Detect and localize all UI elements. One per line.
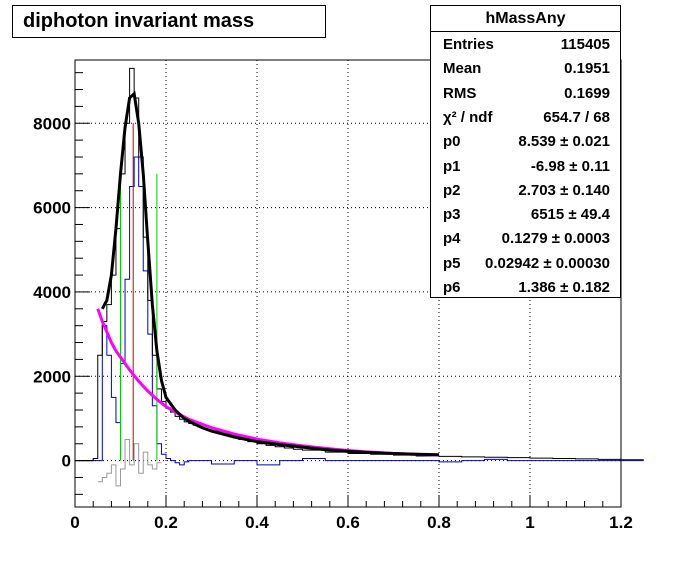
stats-row: p6 1.386 ± 0.182	[431, 276, 620, 300]
stats-value: 1.386 ± 0.182	[518, 279, 610, 296]
axes: 0 0.2 0.4 0.6 0.8 1 1.2 0 2000 4000 6000 8000	[33, 72, 633, 532]
stats-row: p2 2.703 ± 0.140	[431, 179, 620, 203]
stats-value: 0.02942 ± 0.00030	[484, 254, 610, 272]
stats-row: p1 -6.98 ± 0.11	[431, 155, 620, 179]
stats-row: χ² / ndf 654.7 / 68	[431, 106, 620, 130]
residual-histogram	[97, 439, 162, 487]
y-tick-label: 2000	[33, 367, 71, 386]
stats-row: p0 8.539 ± 0.021	[431, 130, 620, 154]
y-tick-label: 8000	[33, 114, 71, 133]
stats-row: p3 6515 ± 49.4	[431, 203, 620, 227]
x-tick-label: 0.6	[336, 513, 360, 532]
y-tick-label: 4000	[33, 283, 71, 302]
stats-row: RMS 0.1699	[431, 82, 620, 106]
x-tick-label: 1	[525, 513, 534, 532]
stats-box: hMassAny Entries 115405 Mean 0.1951 RMS 0.169…	[430, 5, 621, 298]
stats-label: Mean	[443, 60, 482, 78]
stats-value: 2.703 ± 0.140	[518, 181, 610, 199]
y-tick-label: 0	[62, 452, 71, 471]
stats-title: hMassAny	[431, 6, 620, 32]
x-tick-label: 0	[70, 513, 79, 532]
stats-label: p0	[443, 133, 461, 151]
stats-label: p5	[443, 254, 461, 272]
stats-value: 115405	[560, 36, 610, 53]
plot-series	[75, 67, 644, 487]
x-tick-label: 0.8	[427, 513, 451, 532]
stats-row: Entries 115405	[431, 33, 620, 57]
stats-label: χ² / ndf	[443, 108, 493, 126]
x-tick-label: 1.2	[609, 513, 633, 532]
stats-label: p3	[443, 206, 461, 224]
stats-row: p5 0.02942 ± 0.00030	[431, 252, 620, 276]
stats-value: 0.1699	[564, 84, 610, 102]
x-tick-label: 0.2	[154, 513, 178, 532]
stats-row: Mean 0.1951	[431, 57, 620, 81]
stats-label: p1	[443, 157, 461, 175]
x-tick-label: 0.4	[245, 513, 269, 532]
total-fit-curve	[100, 90, 440, 457]
stats-label: RMS	[443, 84, 477, 102]
stats-value: 0.1951	[564, 60, 610, 78]
chart-title: diphoton invariant mass	[12, 5, 326, 38]
stats-value: -6.98 ± 0.11	[530, 157, 610, 175]
stats-label: p4	[443, 230, 461, 248]
stats-value: 0.1279 ± 0.0003	[501, 230, 610, 248]
stats-value: 8.539 ± 0.021	[518, 133, 610, 151]
stats-label: Entries	[443, 36, 494, 53]
stats-row: p4 0.1279 ± 0.0003	[431, 227, 620, 251]
stats-label: p6	[443, 279, 461, 296]
y-tick-label: 6000	[33, 199, 71, 218]
stats-label: p2	[443, 181, 461, 199]
stats-value: 654.7 / 68	[543, 108, 610, 126]
stats-value: 6515 ± 49.4	[530, 206, 610, 224]
